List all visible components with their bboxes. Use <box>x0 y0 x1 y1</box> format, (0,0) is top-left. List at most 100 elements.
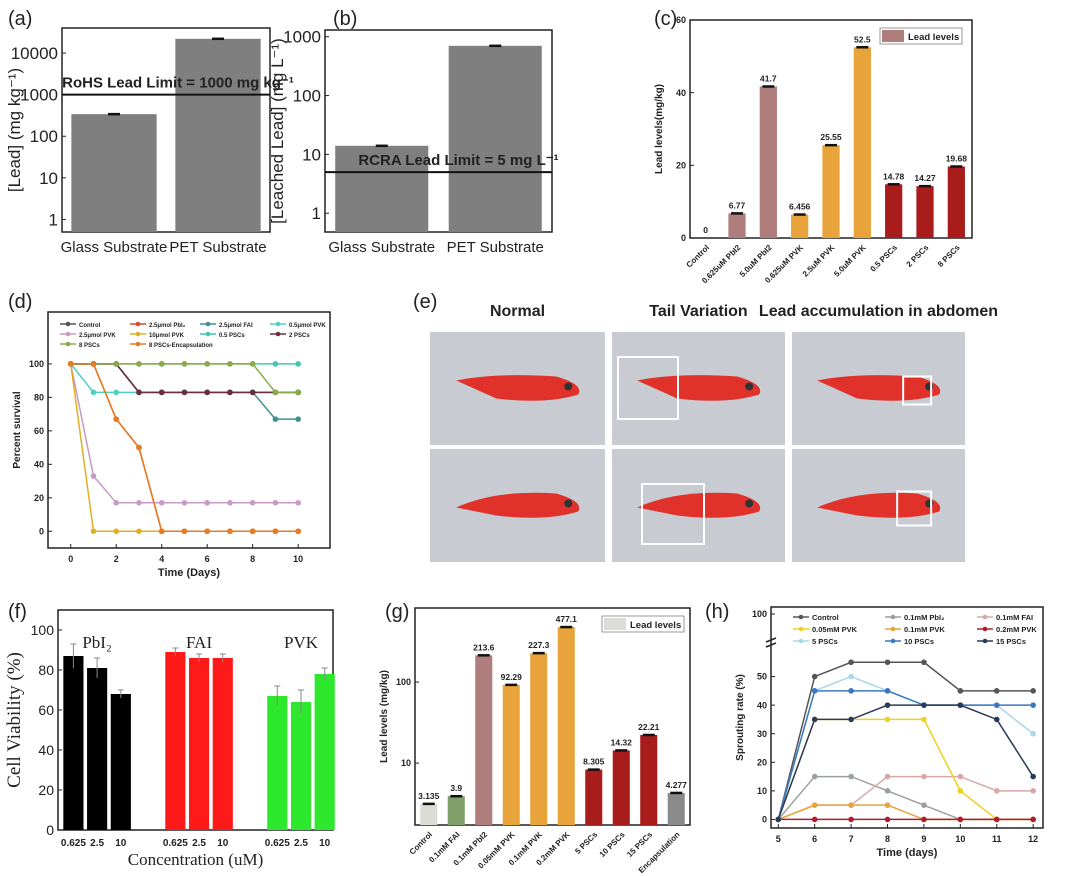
y-tick-label: 100 <box>293 87 321 106</box>
column-title: Normal <box>490 303 545 320</box>
x-tick-label: PET Substrate <box>169 239 266 256</box>
x-tick-label: 2 PSCs <box>905 243 931 269</box>
data-label: 19.68 <box>946 153 968 163</box>
data-point <box>884 802 891 808</box>
data-point <box>249 389 256 396</box>
error-bar <box>94 657 101 678</box>
data-point <box>884 816 891 823</box>
data-point <box>181 528 188 535</box>
legend-marker <box>890 614 896 620</box>
data-point <box>158 528 165 535</box>
legend-label: 2.5μmol PbI₂ <box>149 323 186 329</box>
data-point <box>113 528 120 535</box>
y-tick-label: 1000 <box>20 86 58 105</box>
group-label: PbI₂ <box>82 633 112 652</box>
bar <box>612 750 630 825</box>
bar <box>290 702 312 830</box>
legend-marker <box>65 321 71 327</box>
data-point <box>957 788 964 794</box>
bar <box>667 792 685 825</box>
data-point <box>957 702 964 708</box>
y-tick-label: 60 <box>38 702 54 718</box>
y-tick-label: 50 <box>757 672 767 682</box>
panel-label: (e) <box>413 291 437 313</box>
legend-label: 0.2mM PVK <box>996 625 1037 634</box>
data-label: 227.3 <box>528 640 550 650</box>
bar <box>335 145 429 232</box>
x-tick-label: PET Substrate <box>447 239 544 256</box>
x-tick-label: Glass Substrate <box>61 239 168 256</box>
x-tick-label: 10 PSCs <box>598 830 627 859</box>
data-point <box>227 528 233 535</box>
chart-c: Lead levels(mg/kg)02040600Control6.770.6… <box>654 15 973 285</box>
legend-label: 8 PSCs-Encapsulation <box>149 343 213 349</box>
data-label: 41.7 <box>760 73 777 83</box>
series-line <box>70 363 299 533</box>
y-tick-label: 0 <box>762 815 767 825</box>
y-tick-label: 100 <box>396 677 411 687</box>
panel-label: (a) <box>8 8 32 30</box>
data-point <box>811 816 818 823</box>
y-tick-label: 40 <box>34 459 44 469</box>
data-point <box>113 416 120 422</box>
x-axis-label: Concentration (uM) <box>128 850 264 869</box>
bar <box>557 627 575 825</box>
x-tick-label: 10 <box>293 554 303 564</box>
data-point <box>113 500 120 506</box>
legend-label: 2.5μmol FAI <box>219 323 253 329</box>
data-point <box>181 361 188 367</box>
legend-label: Control <box>812 613 839 622</box>
data-point <box>227 361 233 367</box>
data-point <box>204 528 210 535</box>
x-tick-label: 10 <box>955 834 965 844</box>
y-tick-label: 20 <box>676 160 686 170</box>
legend-marker <box>890 626 896 632</box>
data-label: 6.456 <box>789 202 811 212</box>
legend-label: 0.1mM FAI <box>996 613 1033 622</box>
y-axis-label: Percent survival <box>12 391 23 468</box>
x-tick-label: 5 <box>776 834 781 844</box>
bar <box>71 114 157 232</box>
legend-marker <box>982 638 988 644</box>
y-tick-label: 10 <box>39 169 58 188</box>
x-tick-label: 8 PSCs <box>936 243 962 269</box>
x-tick-label: 11 <box>992 834 1002 844</box>
data-point <box>921 702 927 708</box>
data-point <box>136 528 142 535</box>
legend-marker <box>65 331 71 337</box>
series-line <box>70 363 299 504</box>
x-tick-label: 2.5 <box>294 838 308 849</box>
legend-marker <box>135 331 141 337</box>
y-tick-label: 1 <box>312 204 321 223</box>
data-point <box>90 361 97 367</box>
legend-marker <box>890 638 896 644</box>
y-tick-label: 100 <box>31 622 55 638</box>
x-tick-label: 10 <box>115 838 127 849</box>
x-tick-label: 0.5 PSCs <box>868 243 899 274</box>
legend-marker <box>135 341 141 347</box>
bar <box>530 653 548 825</box>
legend-marker <box>65 341 71 347</box>
legend-label: 0.5 PSCs <box>219 333 245 339</box>
error-bar <box>70 643 77 668</box>
data-point <box>848 773 854 780</box>
data-point <box>113 361 120 367</box>
x-tick-label: 12 <box>1028 834 1038 844</box>
data-label: 213.6 <box>473 642 495 652</box>
x-tick-label: 0.625 <box>265 838 290 849</box>
data-point <box>90 528 97 535</box>
y-axis-label: Lead levels(mg/kg) <box>654 84 665 174</box>
data-point <box>848 802 854 808</box>
data-point <box>249 361 256 367</box>
error-bar <box>117 689 124 698</box>
y-tick-label: 10000 <box>11 44 58 63</box>
series-line <box>70 363 299 394</box>
y-tick-label: 0 <box>681 233 686 243</box>
x-tick-label: 6 <box>205 554 210 564</box>
bar <box>175 38 261 232</box>
data-label: 0 <box>703 225 708 235</box>
panel-label: (c) <box>654 8 677 30</box>
y-axis-label: [Leached Lead] (mg L⁻¹) <box>268 38 287 224</box>
axis-break-mark <box>765 637 777 648</box>
